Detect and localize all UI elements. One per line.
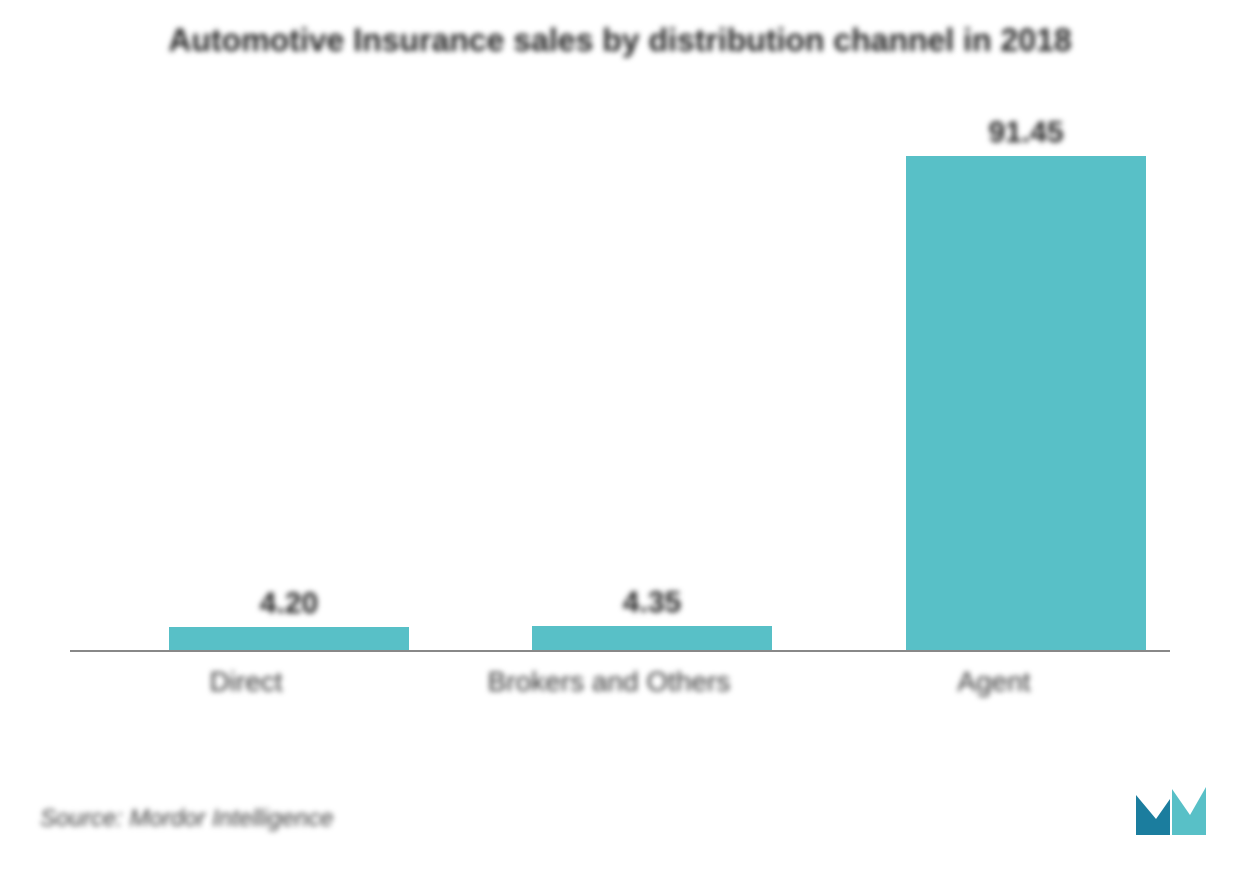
- bar-rect: [906, 156, 1146, 650]
- bar-value-label: 91.45: [988, 116, 1063, 150]
- bar-agent: 91.45: [906, 116, 1146, 650]
- chart-title: Automotive Insurance sales by distributi…: [70, 20, 1170, 62]
- bar-direct: 4.20: [169, 587, 409, 650]
- mordor-logo-icon: [1134, 781, 1208, 837]
- bar-chart: Automotive Insurance sales by distributi…: [70, 20, 1170, 780]
- x-label: Brokers and Others: [459, 666, 759, 698]
- x-label: Direct: [96, 666, 396, 698]
- plot-area: 4.20 4.35 91.45: [70, 72, 1170, 652]
- bar-brokers-and-others: 4.35: [532, 586, 772, 649]
- bar-rect: [532, 626, 772, 649]
- x-axis-labels: Direct Brokers and Others Agent: [70, 652, 1170, 712]
- x-label: Agent: [844, 666, 1144, 698]
- source-attribution: Source: Mordor Intelligence: [40, 805, 333, 833]
- bar-value-label: 4.20: [260, 587, 318, 621]
- bar-value-label: 4.35: [623, 586, 681, 620]
- bar-rect: [169, 627, 409, 650]
